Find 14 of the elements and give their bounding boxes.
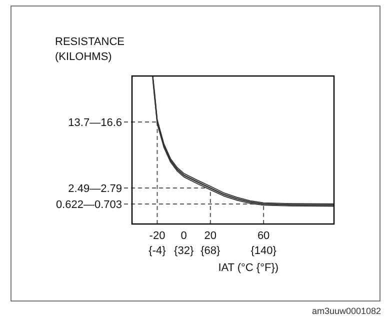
x2-tick-label: {140} (250, 245, 277, 257)
x-axis-title: IAT (°C {°F}) (218, 262, 279, 274)
y-axis-title: RESISTANCE (KILOHMS) (55, 36, 124, 63)
ref-line-label: 2.49—2.79 (68, 182, 122, 195)
x2-tick-label: {-4} (148, 245, 166, 257)
x2-tick-label: {68} (200, 245, 221, 257)
ref-line-label: 13.7—16.6 (68, 116, 122, 129)
text: am3uuw0001082 (312, 306, 381, 316)
x-tick-label: -20 (149, 230, 166, 242)
x-tick-label: 60 (257, 230, 270, 242)
x-tick-label: 0 (180, 230, 187, 242)
x-tick-label: 20 (204, 230, 217, 242)
x2-tick-label: {32} (174, 245, 194, 257)
ref-line-label: 0.622—0.703 (56, 198, 122, 211)
